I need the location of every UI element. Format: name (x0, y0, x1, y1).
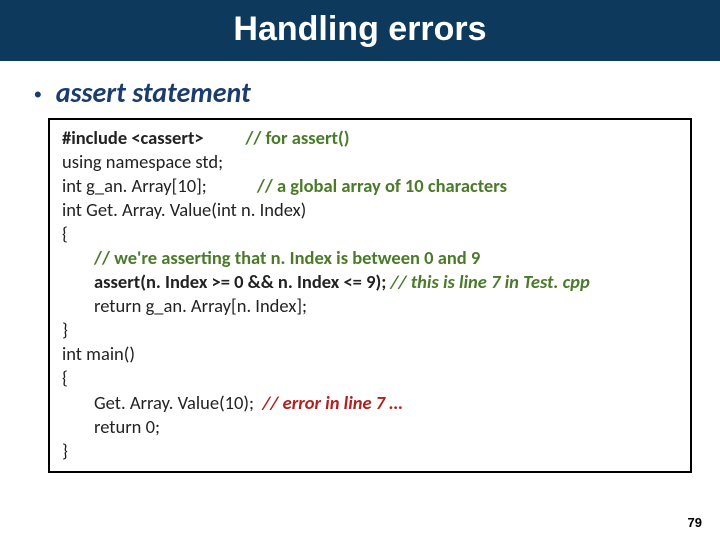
code-line-12: Get. Array. Value(10); // error in line … (62, 391, 678, 415)
page-number: 79 (688, 515, 702, 530)
code-line-7: assert(n. Index >= 0 && n. Index <= 9); … (62, 270, 678, 294)
code-block: #include <cassert> // for assert() using… (48, 118, 692, 473)
code-line-9: } (62, 318, 678, 342)
code-line-3: int g_an. Array[10]; // a global array o… (62, 174, 678, 198)
code-line-1: #include <cassert> // for assert() (62, 126, 678, 150)
code-line-14: } (62, 439, 678, 463)
code-line-6: // we're asserting that n. Index is betw… (62, 246, 678, 270)
bullet-item: • assert statement (34, 75, 720, 110)
code-line-4: int Get. Array. Value(int n. Index) (62, 198, 678, 222)
code-line-8: return g_an. Array[n. Index]; (62, 294, 678, 318)
code-line-5: { (62, 222, 678, 246)
slide: Handling errors • assert statement #incl… (0, 0, 720, 540)
code-line-10: int main() (62, 342, 678, 366)
code-line-11: { (62, 366, 678, 390)
slide-title: Handling errors (0, 0, 720, 61)
code-line-13: return 0; (62, 415, 678, 439)
code-line-2: using namespace std; (62, 150, 678, 174)
bullet-text: assert statement (56, 75, 251, 110)
bullet-dot-icon: • (34, 84, 42, 106)
